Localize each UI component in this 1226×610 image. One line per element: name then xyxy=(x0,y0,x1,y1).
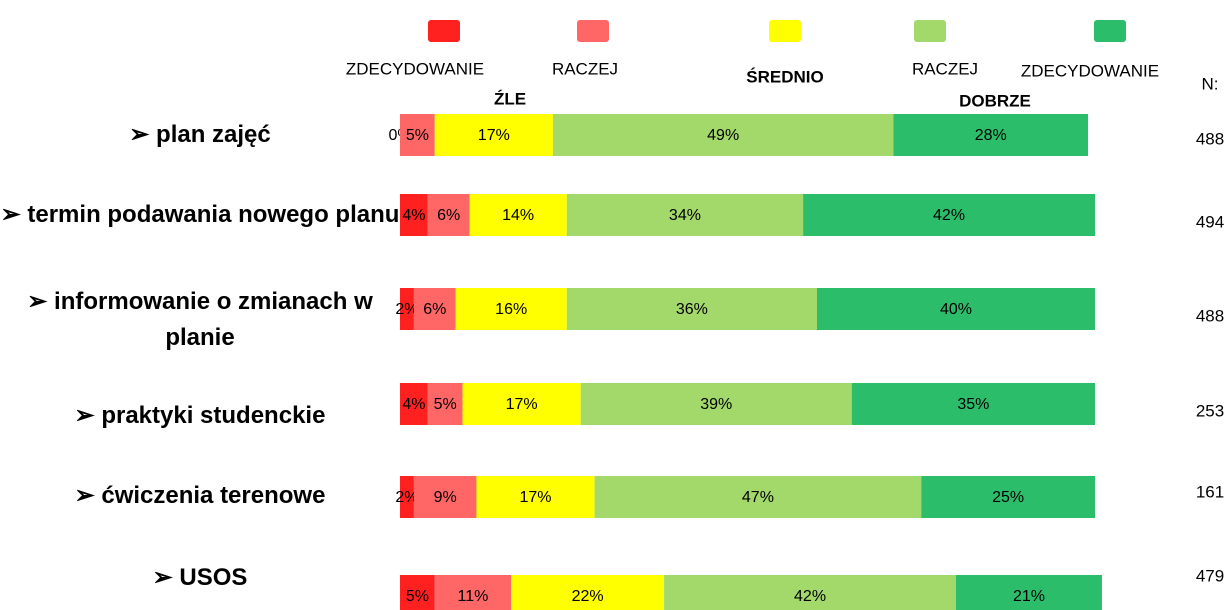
data-label: 6% xyxy=(437,207,460,224)
bar-segment xyxy=(434,114,553,156)
bar-segment xyxy=(893,114,1089,156)
category-label: USOS xyxy=(0,560,400,596)
data-label: 6% xyxy=(423,301,446,318)
data-label: 40% xyxy=(940,301,972,318)
data-label: 21% xyxy=(1013,588,1045,605)
bar-segment xyxy=(427,383,463,425)
category-label: praktyki studenckie xyxy=(0,398,400,434)
data-label: 5% xyxy=(406,588,429,605)
data-label: 47% xyxy=(742,489,774,506)
data-label: 25% xyxy=(992,489,1024,506)
data-label: 36% xyxy=(676,301,708,318)
n-value: 494 xyxy=(1196,212,1224,231)
data-label: 17% xyxy=(478,127,510,144)
n-value: 479 xyxy=(1196,566,1224,585)
bar-segment xyxy=(434,575,512,610)
category-label: plan zajęć xyxy=(0,117,400,153)
data-label: 49% xyxy=(707,127,739,144)
legend-swatch xyxy=(1094,20,1126,42)
legend-group-label: DOBRZE xyxy=(959,91,1031,110)
data-label: 4% xyxy=(402,396,425,413)
bar-segment xyxy=(552,114,894,156)
bar-segment xyxy=(413,288,456,330)
bar-segment xyxy=(462,383,581,425)
legend-label: RACZEJ xyxy=(912,59,978,78)
legend-swatch xyxy=(428,20,460,42)
legend-swatch xyxy=(914,20,946,42)
category-label: termin podawania nowego planu xyxy=(0,197,400,233)
legend-group-label: ŹLE xyxy=(494,89,526,108)
bar-segment xyxy=(400,383,428,425)
bar-segment xyxy=(580,383,852,425)
bar-segment xyxy=(400,575,435,610)
bar-segment xyxy=(566,194,804,236)
category-label: ćwiczenia terenowe xyxy=(0,478,400,514)
bar-segment xyxy=(400,114,435,156)
n-value: 488 xyxy=(1196,129,1224,148)
legend-label: ZDECYDOWANIE xyxy=(346,59,484,78)
n-value: 488 xyxy=(1196,306,1224,325)
bar-segment xyxy=(664,575,956,610)
data-label: 39% xyxy=(700,396,732,413)
data-label: 17% xyxy=(506,396,538,413)
bar-segment xyxy=(851,383,1095,425)
bar-segment xyxy=(413,476,477,518)
data-label: 5% xyxy=(406,127,429,144)
data-label: 34% xyxy=(669,207,701,224)
legend-label: ŚREDNIO xyxy=(746,67,823,86)
category-label: informowanie o zmianach w planie xyxy=(0,284,400,356)
data-label: 16% xyxy=(495,301,527,318)
data-label: 22% xyxy=(572,588,604,605)
data-label: 5% xyxy=(434,396,457,413)
bar-segment xyxy=(400,476,414,518)
bar-segment xyxy=(427,194,470,236)
legend-label: RACZEJ xyxy=(552,59,618,78)
bar-segment xyxy=(476,476,595,518)
data-label: 2% xyxy=(395,489,418,506)
data-label: 4% xyxy=(402,207,425,224)
bar-segment xyxy=(956,575,1102,610)
bar-segment xyxy=(566,288,817,330)
data-label: 14% xyxy=(502,207,534,224)
data-label: 17% xyxy=(520,489,552,506)
bar-segment xyxy=(803,194,1095,236)
legend-swatch xyxy=(769,20,801,42)
bar-segment xyxy=(400,288,414,330)
bar-segment xyxy=(817,288,1095,330)
bar-segment xyxy=(511,575,665,610)
data-label: 28% xyxy=(975,127,1007,144)
legend-label: ZDECYDOWANIE xyxy=(1021,61,1159,80)
bar-segment xyxy=(400,194,428,236)
data-label: 42% xyxy=(933,207,965,224)
data-label: 42% xyxy=(794,588,826,605)
data-label: 11% xyxy=(458,588,489,605)
bar-segment xyxy=(455,288,567,330)
data-label: 9% xyxy=(434,489,457,506)
data-label: 2% xyxy=(395,301,418,318)
legend-swatch xyxy=(577,20,609,42)
bar-segment xyxy=(921,476,1095,518)
n-header: N: xyxy=(1202,74,1219,93)
bar-segment xyxy=(594,476,922,518)
bar-segment xyxy=(469,194,567,236)
data-label: 35% xyxy=(957,396,989,413)
n-value: 161 xyxy=(1196,482,1224,501)
n-value: 253 xyxy=(1196,401,1224,420)
